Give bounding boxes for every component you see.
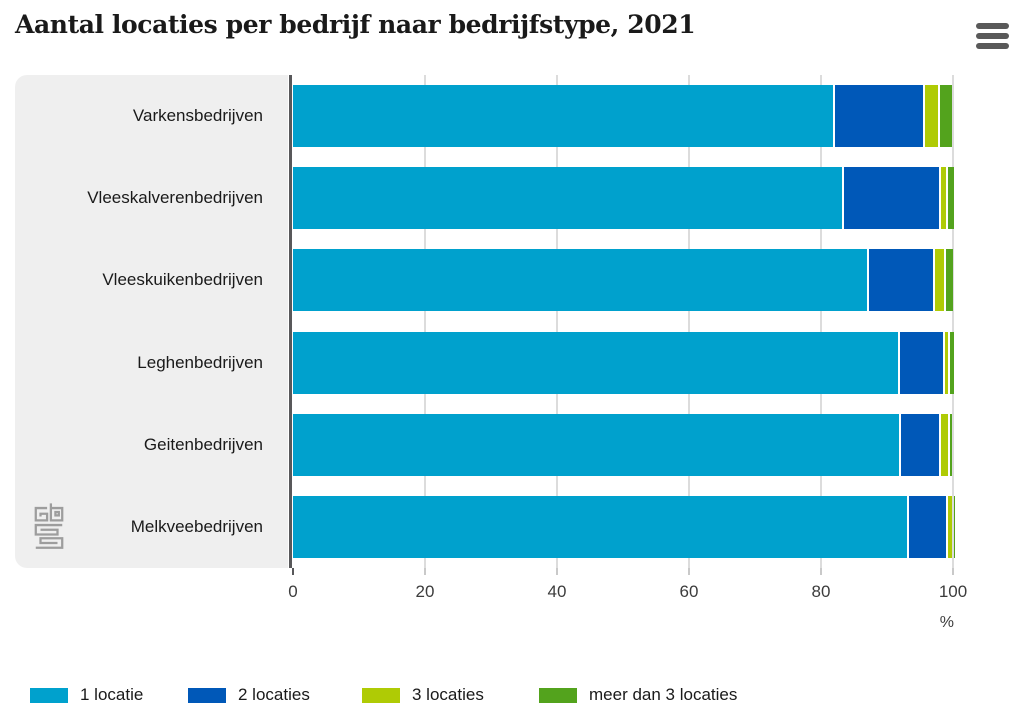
legend-swatch — [539, 687, 577, 703]
tickmark — [556, 568, 558, 575]
bar-segment[interactable] — [934, 249, 944, 312]
bars — [293, 75, 955, 568]
stacked-bar — [293, 249, 954, 312]
category-label: Melkveebedrijven — [130, 516, 263, 536]
x-axis-unit-label: % — [939, 614, 954, 631]
legend-swatch — [188, 687, 226, 703]
category-label: Vleeskalverenbedrijven — [87, 188, 263, 208]
legend-label: 1 locatie — [80, 685, 144, 704]
tick-label: 20 — [415, 582, 435, 601]
bar-row — [293, 239, 954, 321]
bar-row — [293, 157, 954, 239]
category-label-panel — [15, 75, 288, 568]
gridline — [556, 75, 558, 568]
bar-segment[interactable] — [293, 331, 898, 394]
tickmark — [952, 568, 954, 575]
bar-segment[interactable] — [948, 167, 954, 230]
stacked-bar — [293, 495, 955, 558]
bar-row — [293, 322, 954, 404]
category-label: Varkensbedrijven — [132, 106, 263, 126]
gridline — [424, 75, 426, 568]
bar-segment[interactable] — [953, 495, 955, 558]
tick-label: 40 — [547, 582, 567, 601]
cbs-logo — [34, 503, 64, 549]
tickmark — [292, 568, 294, 575]
gridline — [820, 75, 822, 568]
hamburger-bar-icon — [976, 43, 1009, 49]
bar-segment[interactable] — [939, 85, 953, 148]
chart-title: Aantal locaties per bedrijf naar bedrijf… — [15, 10, 696, 39]
tick-label: 60 — [679, 582, 699, 601]
bar-segment[interactable] — [908, 495, 946, 558]
legend-item[interactable]: meer dan 3 locaties — [539, 685, 737, 705]
tick-label: 100 — [938, 582, 968, 601]
legend-label: meer dan 3 locaties — [589, 685, 738, 704]
x-axis-tickmarks — [292, 568, 954, 575]
hamburger-bar-icon — [976, 33, 1009, 39]
bar-segment[interactable] — [945, 331, 949, 394]
bar-row — [293, 404, 954, 486]
stacked-bar — [293, 85, 953, 148]
tickmark — [688, 568, 690, 575]
stacked-bar — [293, 413, 953, 476]
bar-segment[interactable] — [899, 331, 944, 394]
category-label: Geitenbedrijven — [143, 434, 263, 454]
bar-segment[interactable] — [950, 331, 954, 394]
bar-segment[interactable] — [293, 249, 868, 312]
bar-segment[interactable] — [945, 249, 954, 312]
bar-segment[interactable] — [844, 167, 940, 230]
tickmark — [424, 568, 426, 575]
stacked-bar — [293, 167, 954, 230]
legend-swatch — [362, 687, 400, 703]
y-axis-line — [289, 75, 292, 568]
bar-row — [293, 75, 954, 157]
legend-item[interactable]: 2 locaties — [188, 685, 310, 705]
legend-label: 2 locaties — [238, 685, 310, 704]
bar-row — [293, 486, 955, 568]
tick-label: 80 — [811, 582, 831, 601]
tickmark — [820, 568, 822, 575]
bar-segment[interactable] — [941, 413, 949, 476]
gridline — [952, 75, 954, 568]
bar-segment[interactable] — [900, 413, 940, 476]
plot-area — [293, 75, 955, 568]
tick-label: 0 — [288, 582, 298, 601]
bar-segment[interactable] — [947, 495, 952, 558]
legend-item[interactable]: 3 locaties — [362, 685, 484, 705]
bar-segment[interactable] — [293, 85, 833, 148]
bar-segment[interactable] — [869, 249, 933, 312]
stacked-bar — [293, 331, 954, 394]
gridline — [688, 75, 690, 568]
bar-segment[interactable] — [293, 167, 843, 230]
category-label: Leghenbedrijven — [137, 352, 263, 372]
legend-swatch — [30, 687, 68, 703]
bar-segment[interactable] — [924, 85, 938, 148]
bar-segment[interactable] — [941, 167, 947, 230]
category-labels: Varkensbedrijven Vleeskalverenbedrijven Vl… — [15, 75, 263, 568]
category-label: Vleeskuikenbedrijven — [102, 270, 263, 290]
hamburger-bar-icon — [976, 23, 1009, 29]
bar-segment[interactable] — [834, 85, 923, 148]
bar-segment[interactable] — [950, 413, 953, 476]
legend: 1 locatie 2 locaties 3 locaties meer dan 3 … — [0, 685, 1024, 707]
bar-segment[interactable] — [293, 495, 907, 558]
x-axis-ticklabels: 0 20 40 60 80 100 — [288, 582, 967, 604]
legend-item[interactable]: 1 locatie — [30, 685, 143, 705]
bar-segment[interactable] — [293, 413, 899, 476]
hamburger-menu-button[interactable] — [976, 23, 1009, 53]
legend-label: 3 locaties — [412, 685, 484, 704]
